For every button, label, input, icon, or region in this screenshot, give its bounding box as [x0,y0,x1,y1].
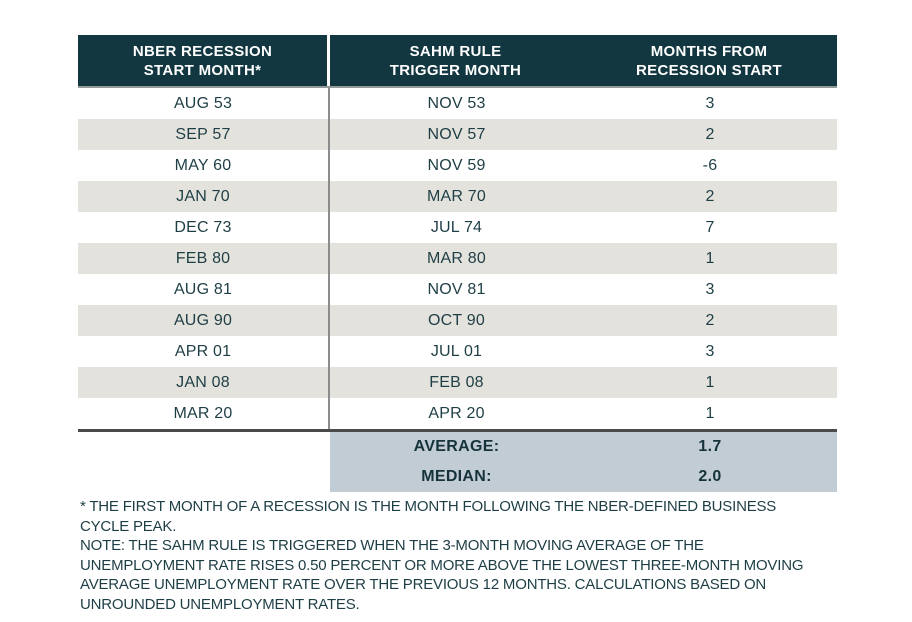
cell-months-from-recession-start: 1 [705,374,715,391]
cell-recession-start-month: SEP 57 [78,119,330,150]
summary-section: AVERAGE: 1.7 MEDIAN: 2.0 [78,429,837,492]
cell-sahm-trigger-month: OCT 90 [428,312,485,329]
cell-recession-start-month: JAN 08 [78,367,330,398]
cell-recession-start-month: AUG 53 [78,88,330,119]
summary-spacer [78,432,330,492]
cell-months-from-recession-start: 7 [705,219,715,236]
table-row: JAN 08 FEB 08 1 [78,367,837,398]
cell-recession-start-month: JAN 70 [78,181,330,212]
cell-months-from-recession-start: 3 [705,95,715,112]
footnote-note: NOTE: THE SAHM RULE IS TRIGGERED WHEN TH… [80,537,804,613]
table-row: AUG 53 NOV 53 3 [78,88,837,119]
summary-row: MEDIAN: 2.0 [330,462,837,492]
cell-sahm-trigger-month: FEB 08 [429,374,484,391]
summary-label: MEDIAN: [421,468,492,485]
header-months-from-start: MONTHS FROM RECESSION START [636,43,782,79]
cell-months-from-recession-start: 1 [705,250,715,267]
cell-months-from-recession-start: 2 [705,188,715,205]
table-row: AUG 81 NOV 81 3 [78,274,837,305]
summary-value: 1.7 [698,438,722,455]
recession-sahm-table: NBER RECESSION START MONTH* SAHM RULE TR… [78,35,837,492]
header-right-block: SAHM RULE TRIGGER MONTH MONTHS FROM RECE… [330,35,837,86]
cell-recession-start-month: MAY 60 [78,150,330,181]
table-row: SEP 57 NOV 57 2 [78,119,837,150]
cell-recession-start-month: DEC 73 [78,212,330,243]
table-row: FEB 80 MAR 80 1 [78,243,837,274]
summary-box: AVERAGE: 1.7 MEDIAN: 2.0 [330,432,837,492]
cell-sahm-trigger-month: NOV 81 [427,281,486,298]
cell-months-from-recession-start: 3 [705,343,715,360]
cell-sahm-trigger-month: NOV 59 [427,157,486,174]
cell-sahm-trigger-month: MAR 70 [427,188,486,205]
table-row: AUG 90 OCT 90 2 [78,305,837,336]
table-row: APR 01 JUL 01 3 [78,336,837,367]
cell-sahm-trigger-month: JUL 01 [430,343,483,360]
cell-sahm-trigger-month: JUL 74 [430,219,483,236]
header-nber-recession-start: NBER RECESSION START MONTH* [78,35,327,86]
cell-months-from-recession-start: 3 [705,281,715,298]
cell-sahm-trigger-month: APR 20 [428,405,485,422]
footnote-asterisk: * THE FIRST MONTH OF A RECESSION IS THE … [80,498,777,535]
cell-months-from-recession-start: 2 [705,312,715,329]
summary-value: 2.0 [698,468,722,485]
cell-recession-start-month: AUG 81 [78,274,330,305]
cell-recession-start-month: FEB 80 [78,243,330,274]
table-row: MAR 20 APR 20 1 [78,398,837,429]
table-row: JAN 70 MAR 70 2 [78,181,837,212]
cell-months-from-recession-start: 2 [705,126,715,143]
cell-sahm-trigger-month: NOV 57 [427,126,486,143]
summary-label: AVERAGE: [413,438,500,455]
footnote: * THE FIRST MONTH OF A RECESSION IS THE … [80,497,885,614]
cell-months-from-recession-start: -6 [702,157,718,174]
summary-row: AVERAGE: 1.7 [330,432,837,462]
cell-sahm-trigger-month: NOV 53 [427,95,486,112]
cell-recession-start-month: APR 01 [78,336,330,367]
table-header-row: NBER RECESSION START MONTH* SAHM RULE TR… [78,35,837,88]
table-body: AUG 53 NOV 53 3 SEP 57 NOV 57 2 MAY 60 N… [78,88,837,429]
table-row: MAY 60 NOV 59 -6 [78,150,837,181]
cell-recession-start-month: MAR 20 [78,398,330,429]
cell-months-from-recession-start: 1 [705,405,715,422]
cell-sahm-trigger-month: MAR 80 [427,250,486,267]
header-sahm-trigger: SAHM RULE TRIGGER MONTH [389,43,522,79]
cell-recession-start-month: AUG 90 [78,305,330,336]
table-row: DEC 73 JUL 74 7 [78,212,837,243]
